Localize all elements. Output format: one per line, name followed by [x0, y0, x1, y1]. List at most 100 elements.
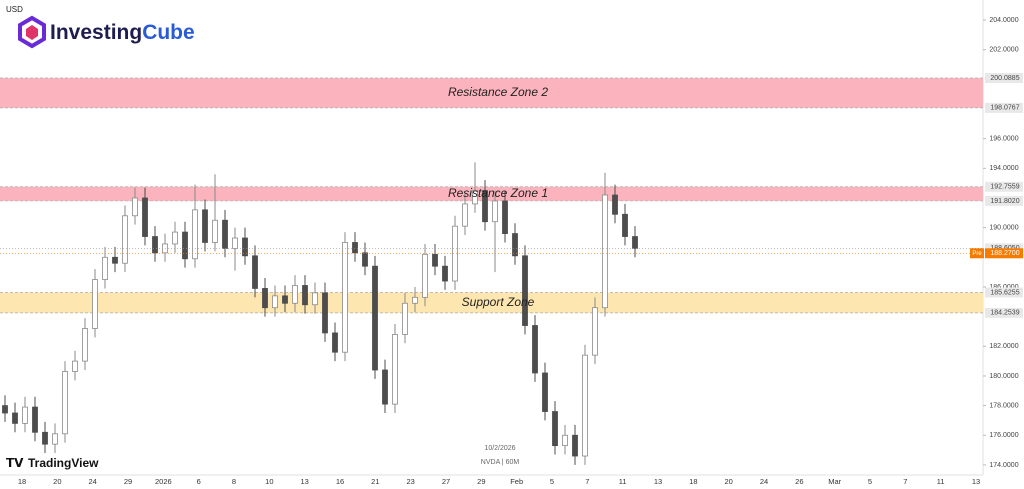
- candle-body: [512, 233, 518, 257]
- x-tick-label: 13: [654, 477, 662, 486]
- x-tick-label: 24: [760, 477, 768, 486]
- x-tick-label: 2026: [155, 477, 172, 486]
- candle-body: [112, 256, 118, 264]
- candle-body: [592, 307, 598, 356]
- candle-body: [392, 334, 398, 405]
- price-label: 184.2539: [990, 310, 1019, 317]
- y-tick-label: 178.0000: [989, 402, 1018, 409]
- x-tick-label: 20: [53, 477, 61, 486]
- candle-body: [462, 203, 468, 227]
- candle-body: [632, 236, 638, 249]
- plot-area: [0, 77, 983, 314]
- candle-body: [492, 200, 498, 223]
- candle-body: [72, 360, 78, 372]
- zone-label: Support Zone: [462, 295, 535, 309]
- zone-label: Resistance Zone 2: [448, 85, 548, 99]
- brand: 𝗧𝗩 TradingView: [6, 456, 99, 470]
- x-tick-label: 5: [550, 477, 554, 486]
- candle-body: [152, 236, 158, 254]
- candle-body: [12, 412, 18, 424]
- x-tick-label: 5: [868, 477, 872, 486]
- zone: [0, 186, 983, 201]
- candle-body: [332, 332, 338, 353]
- candle-body: [192, 209, 198, 260]
- x-tick-label: 6: [197, 477, 201, 486]
- x-tick-label: 10: [265, 477, 273, 486]
- candle-body: [482, 190, 488, 223]
- zone-label: Resistance Zone 1: [448, 186, 548, 200]
- candle-body: [222, 219, 228, 249]
- x-tick-label: 24: [88, 477, 96, 486]
- logo-icon: [18, 15, 46, 49]
- candle-body: [22, 406, 28, 424]
- candle-body: [362, 252, 368, 267]
- price-label-bg: [985, 181, 1023, 192]
- candle-body: [242, 237, 248, 257]
- candle-body: [142, 197, 148, 237]
- y-tick-label: 186.0000: [989, 284, 1018, 291]
- price-label: 188.2700: [990, 250, 1019, 257]
- y-tick-label: 196.0000: [989, 136, 1018, 143]
- candle-body: [52, 433, 58, 445]
- candle-body: [202, 209, 208, 243]
- candle-body: [282, 295, 288, 304]
- price-label-bg: [985, 73, 1023, 84]
- candle-body: [212, 219, 218, 243]
- price-label-bg: [985, 307, 1023, 318]
- candle-body: [122, 215, 128, 264]
- candle-body: [402, 302, 408, 335]
- candle-body: [172, 231, 178, 245]
- x-tick-label: 11: [937, 477, 945, 486]
- candle-body: [272, 295, 278, 309]
- candle-body: [602, 194, 608, 309]
- candle-body: [312, 292, 318, 306]
- candle-body: [252, 255, 258, 289]
- candle-body: [102, 256, 108, 280]
- price-label: 185.6255: [990, 289, 1019, 296]
- candle-body: [62, 371, 68, 435]
- y-tick-label: 182.0000: [989, 343, 1018, 350]
- x-tick-label: 27: [442, 477, 450, 486]
- candle-body: [132, 197, 138, 217]
- candle-body: [412, 296, 418, 304]
- x-tick-label: 23: [406, 477, 414, 486]
- y-tick-label: 190.0000: [989, 224, 1018, 231]
- zone: [0, 78, 983, 108]
- candle-body: [442, 265, 448, 282]
- x-tick-label: Mar: [828, 477, 841, 486]
- price-label: 191.8020: [990, 198, 1019, 205]
- candle-body: [92, 279, 98, 329]
- candle-body: [432, 253, 438, 267]
- candle-body: [32, 406, 38, 433]
- candle-body: [42, 431, 48, 445]
- x-tick-label: 29: [477, 477, 485, 486]
- price-label-bg: [985, 195, 1023, 206]
- pre-tag-bg: [970, 248, 984, 259]
- price-label: 200.0885: [990, 75, 1019, 82]
- y-tick-label: 194.0000: [989, 165, 1018, 172]
- candle-body: [542, 372, 548, 412]
- logo-word: Investing: [50, 21, 142, 44]
- y-tick-label: 176.0000: [989, 432, 1018, 439]
- x-tick-label: 13: [300, 477, 308, 486]
- candle-body: [342, 242, 348, 353]
- watermark-symbol: NVDA | 60M: [481, 459, 520, 466]
- x-tick-label: 7: [903, 477, 907, 486]
- x-tick-label: 13: [972, 477, 980, 486]
- x-tick-label: 16: [336, 477, 344, 486]
- price-label-bg: [985, 287, 1023, 298]
- brand-icon: 𝗧𝗩: [6, 456, 24, 470]
- candle-body: [352, 242, 358, 254]
- x-tick-label: 8: [232, 477, 236, 486]
- candle-body: [82, 328, 88, 362]
- x-tick-label: 18: [18, 477, 26, 486]
- candle-body: [2, 405, 8, 414]
- candle-body: [232, 237, 238, 249]
- candle-body: [552, 411, 558, 447]
- candle-body: [572, 434, 578, 457]
- y-tick-label: 204.0000: [989, 17, 1018, 24]
- candle-body: [532, 325, 538, 374]
- watermark-date: 10/2/2026: [484, 445, 515, 452]
- y-tick-label: 174.0000: [989, 462, 1018, 469]
- currency: USD: [6, 5, 23, 14]
